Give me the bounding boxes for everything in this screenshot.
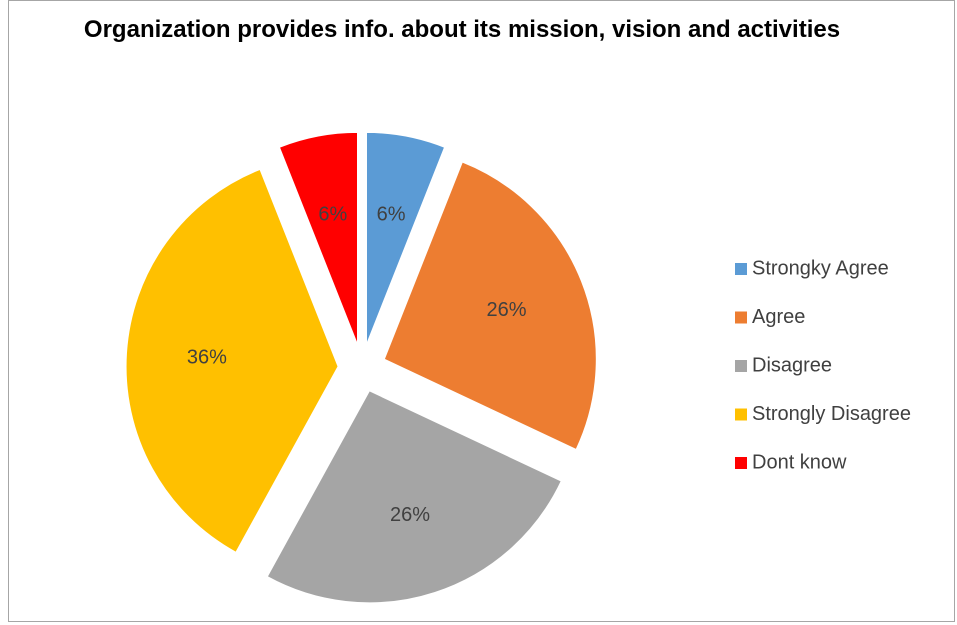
legend-label: Disagree bbox=[752, 354, 832, 376]
data-label: 6% bbox=[318, 204, 347, 226]
legend-swatch bbox=[735, 360, 747, 372]
pie-slice bbox=[365, 131, 446, 345]
data-label: 36% bbox=[187, 347, 227, 369]
pie-slice bbox=[383, 161, 597, 451]
legend-label: Strongly Disagree bbox=[752, 403, 911, 425]
legend-label: Agree bbox=[752, 306, 805, 328]
pie-slice bbox=[125, 168, 339, 553]
data-label: 6% bbox=[377, 204, 406, 226]
data-label: 26% bbox=[487, 299, 527, 321]
legend-label: Dont know bbox=[752, 451, 847, 473]
legend-swatch bbox=[735, 311, 747, 324]
legend-swatch bbox=[735, 263, 747, 275]
legend-label: Strongky Agree bbox=[752, 257, 889, 279]
data-label: 26% bbox=[390, 504, 430, 526]
legend-swatch bbox=[735, 408, 747, 421]
pie-slice bbox=[278, 131, 359, 345]
chart-title: Organization provides info. about its mi… bbox=[83, 16, 841, 43]
pie-slice bbox=[266, 390, 562, 604]
legend-swatch bbox=[735, 457, 747, 469]
